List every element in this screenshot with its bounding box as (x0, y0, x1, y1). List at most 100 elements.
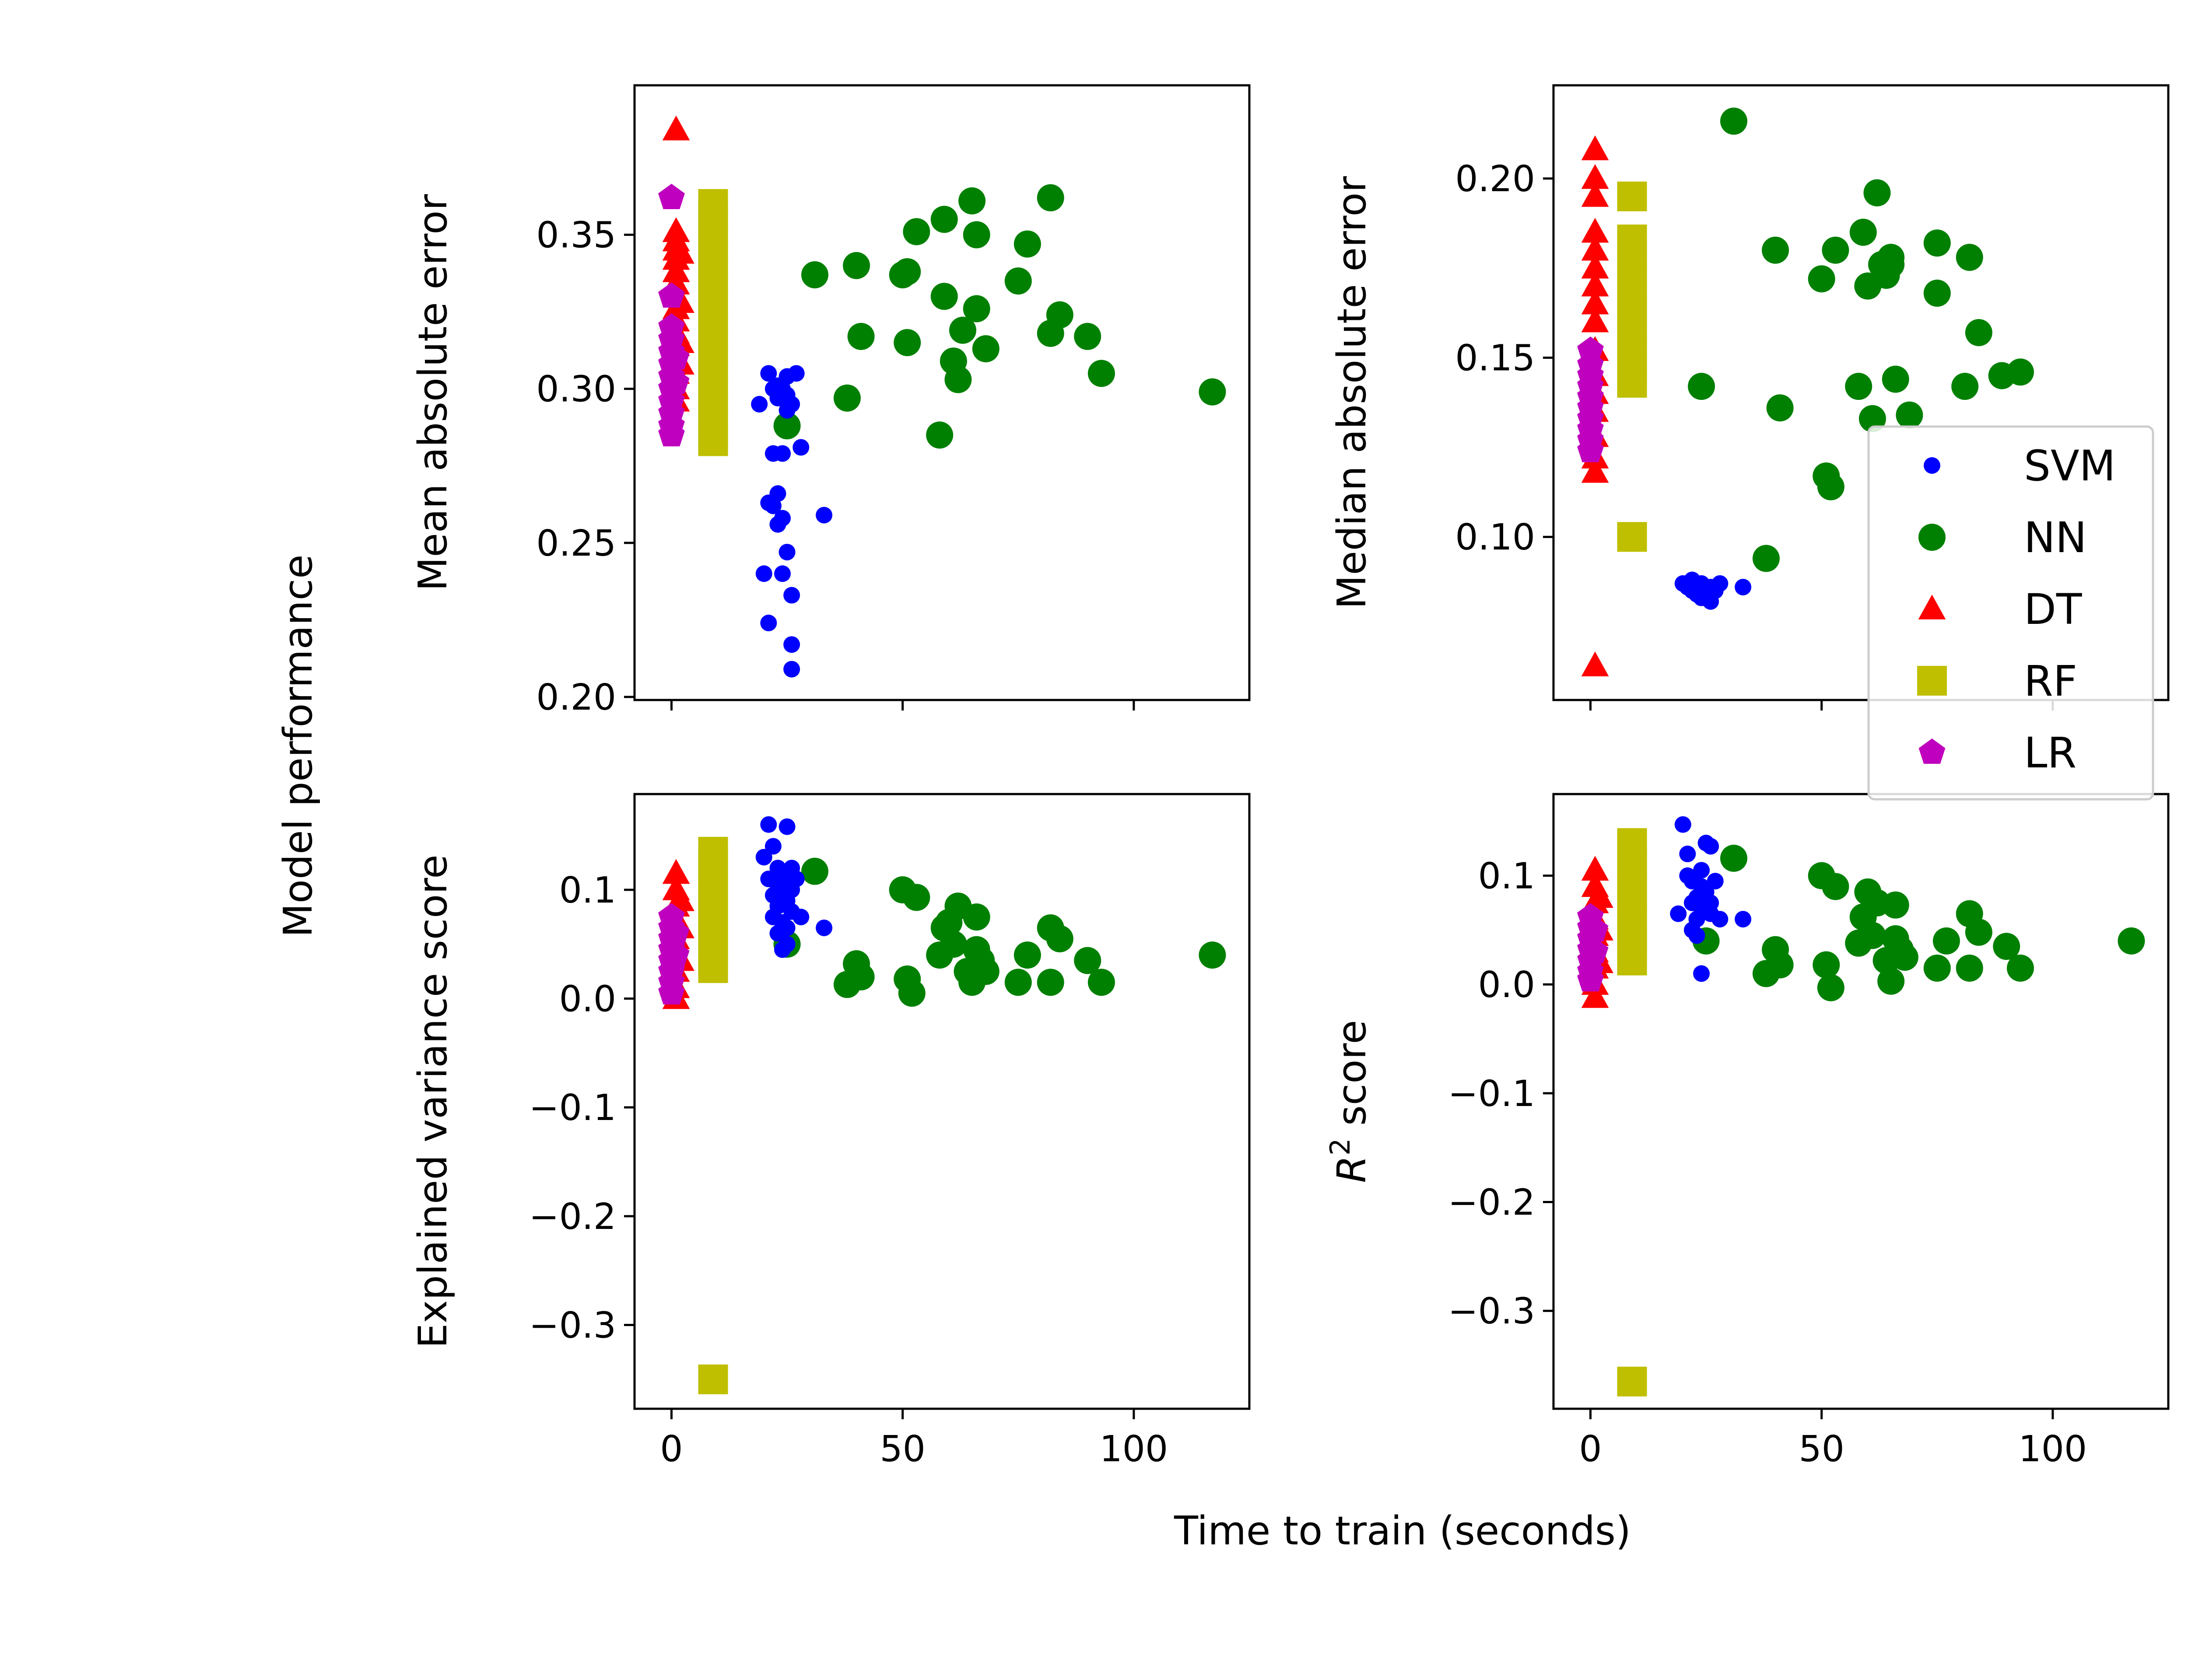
data-point-nn (847, 322, 875, 350)
legend-label: DT (2024, 585, 2082, 634)
data-point-nn (1965, 319, 1992, 346)
data-point-svm (1711, 910, 1729, 928)
data-point-svm (1702, 838, 1719, 855)
data-point-nn (1858, 405, 1886, 432)
panel-top-right: 0.10 0.15 0.20 Median absolute error (1329, 84, 2170, 710)
data-point-svm (1735, 910, 1752, 928)
data-point-svm (760, 365, 777, 382)
panel-bottom-right-y-axis-label: R2 score (1324, 1020, 1375, 1183)
data-point-nn (903, 218, 930, 245)
data-point-nn (972, 335, 999, 363)
data-point-nn (894, 258, 921, 286)
x-tick-label: 0 (660, 1428, 683, 1470)
data-point-nn (940, 931, 967, 958)
data-point-lr (1577, 966, 1604, 992)
data-point-nn (1046, 301, 1073, 329)
data-point-dt (1581, 217, 1609, 243)
data-point-svm (783, 661, 800, 678)
data-point-nn (944, 366, 972, 393)
data-point-rf (1617, 181, 1647, 211)
data-point-nn (1752, 545, 1780, 572)
y-tick-label: 0.20 (536, 677, 616, 718)
data-point-nn (958, 187, 986, 215)
y-tick-label: 0.35 (536, 215, 616, 256)
data-point-nn (926, 421, 954, 449)
y-tick-label: 0.30 (536, 369, 616, 410)
data-point-nn (1932, 927, 1960, 955)
y-tick-label: −0.1 (1448, 1073, 1535, 1115)
data-point-nn (1037, 969, 1064, 996)
legend-item-svm: SVM (1924, 441, 2115, 490)
data-point-dt (1586, 883, 1613, 908)
data-point-nn (1923, 280, 1951, 307)
data-point-lr (663, 919, 690, 945)
data-point-nn (1013, 230, 1041, 258)
data-point-nn (1087, 969, 1115, 996)
legend-label: NN (2024, 513, 2087, 562)
data-point-dt (1581, 307, 1609, 332)
data-point-rf (698, 426, 728, 456)
x-tick-label: 50 (1799, 1428, 1844, 1470)
data-point-nn (1822, 236, 1849, 264)
data-point-dt (1581, 289, 1609, 315)
y-tick-label: 0.1 (1478, 856, 1535, 897)
data-point-dt (667, 238, 694, 264)
data-point-svm (774, 445, 791, 462)
legend-label: RF (2024, 657, 2077, 706)
data-point-svm (1693, 862, 1710, 879)
data-point-nn (833, 384, 861, 412)
data-point-nn (930, 206, 958, 233)
data-point-nn (2006, 954, 2034, 982)
data-point-nn (963, 903, 990, 931)
data-point-svm (788, 870, 805, 887)
data-point-svm (1679, 845, 1696, 862)
data-point-svm (778, 818, 796, 835)
panel-top-left: 0.20 0.25 0.30 0.35 Mean absolute error (410, 84, 1251, 718)
legend-marker-svm (1924, 457, 1940, 474)
data-point-lr (663, 941, 690, 966)
data-point-nn (773, 412, 801, 440)
data-point-nn (1951, 373, 1979, 400)
data-point-lr (1581, 916, 1609, 942)
data-point-svm (792, 909, 810, 925)
data-point-svm (1707, 872, 1724, 889)
data-point-nn (2118, 927, 2145, 955)
legend-item-rf: RF (1917, 657, 2077, 706)
data-point-rf (698, 1364, 728, 1394)
y-tick-label: −0.1 (529, 1087, 616, 1129)
legend-marker-dt (1918, 595, 1946, 620)
legend: SVM NN DT RF LR (1867, 425, 2154, 801)
data-point-nn (963, 221, 990, 248)
data-point-svm (1674, 816, 1691, 833)
data-point-nn (843, 252, 870, 279)
data-point-svm (1702, 894, 1719, 911)
data-point-svm (751, 396, 768, 413)
data-point-svm (792, 439, 810, 456)
data-point-svm (778, 543, 796, 560)
data-point-svm (788, 365, 805, 382)
legend-item-nn: NN (1918, 513, 2087, 562)
data-point-lr (1577, 437, 1604, 462)
y-axis-label-rest: score (1329, 1020, 1375, 1138)
data-point-dt (1581, 271, 1609, 297)
panel-bottom-left-markers (658, 816, 1226, 1394)
data-point-svm (760, 870, 777, 887)
data-point-svm (769, 485, 786, 502)
data-point-svm (760, 614, 777, 631)
data-point-nn (1817, 974, 1844, 1001)
data-point-svm (1670, 905, 1687, 922)
data-point-nn (1877, 244, 1905, 271)
data-point-nn (1046, 925, 1073, 952)
data-point-nn (1004, 969, 1032, 996)
legend-item-lr: LR (1918, 728, 2076, 777)
data-point-rf (1617, 1366, 1647, 1396)
data-point-nn (847, 963, 875, 990)
data-point-nn (1688, 373, 1715, 400)
data-point-nn (1762, 236, 1789, 264)
data-point-svm (774, 510, 791, 527)
data-point-nn (1993, 933, 2020, 960)
legend-label: SVM (2024, 441, 2115, 490)
data-point-dt (1581, 182, 1609, 207)
y-tick-label: 0.25 (536, 523, 616, 564)
data-point-svm (1693, 965, 1710, 982)
